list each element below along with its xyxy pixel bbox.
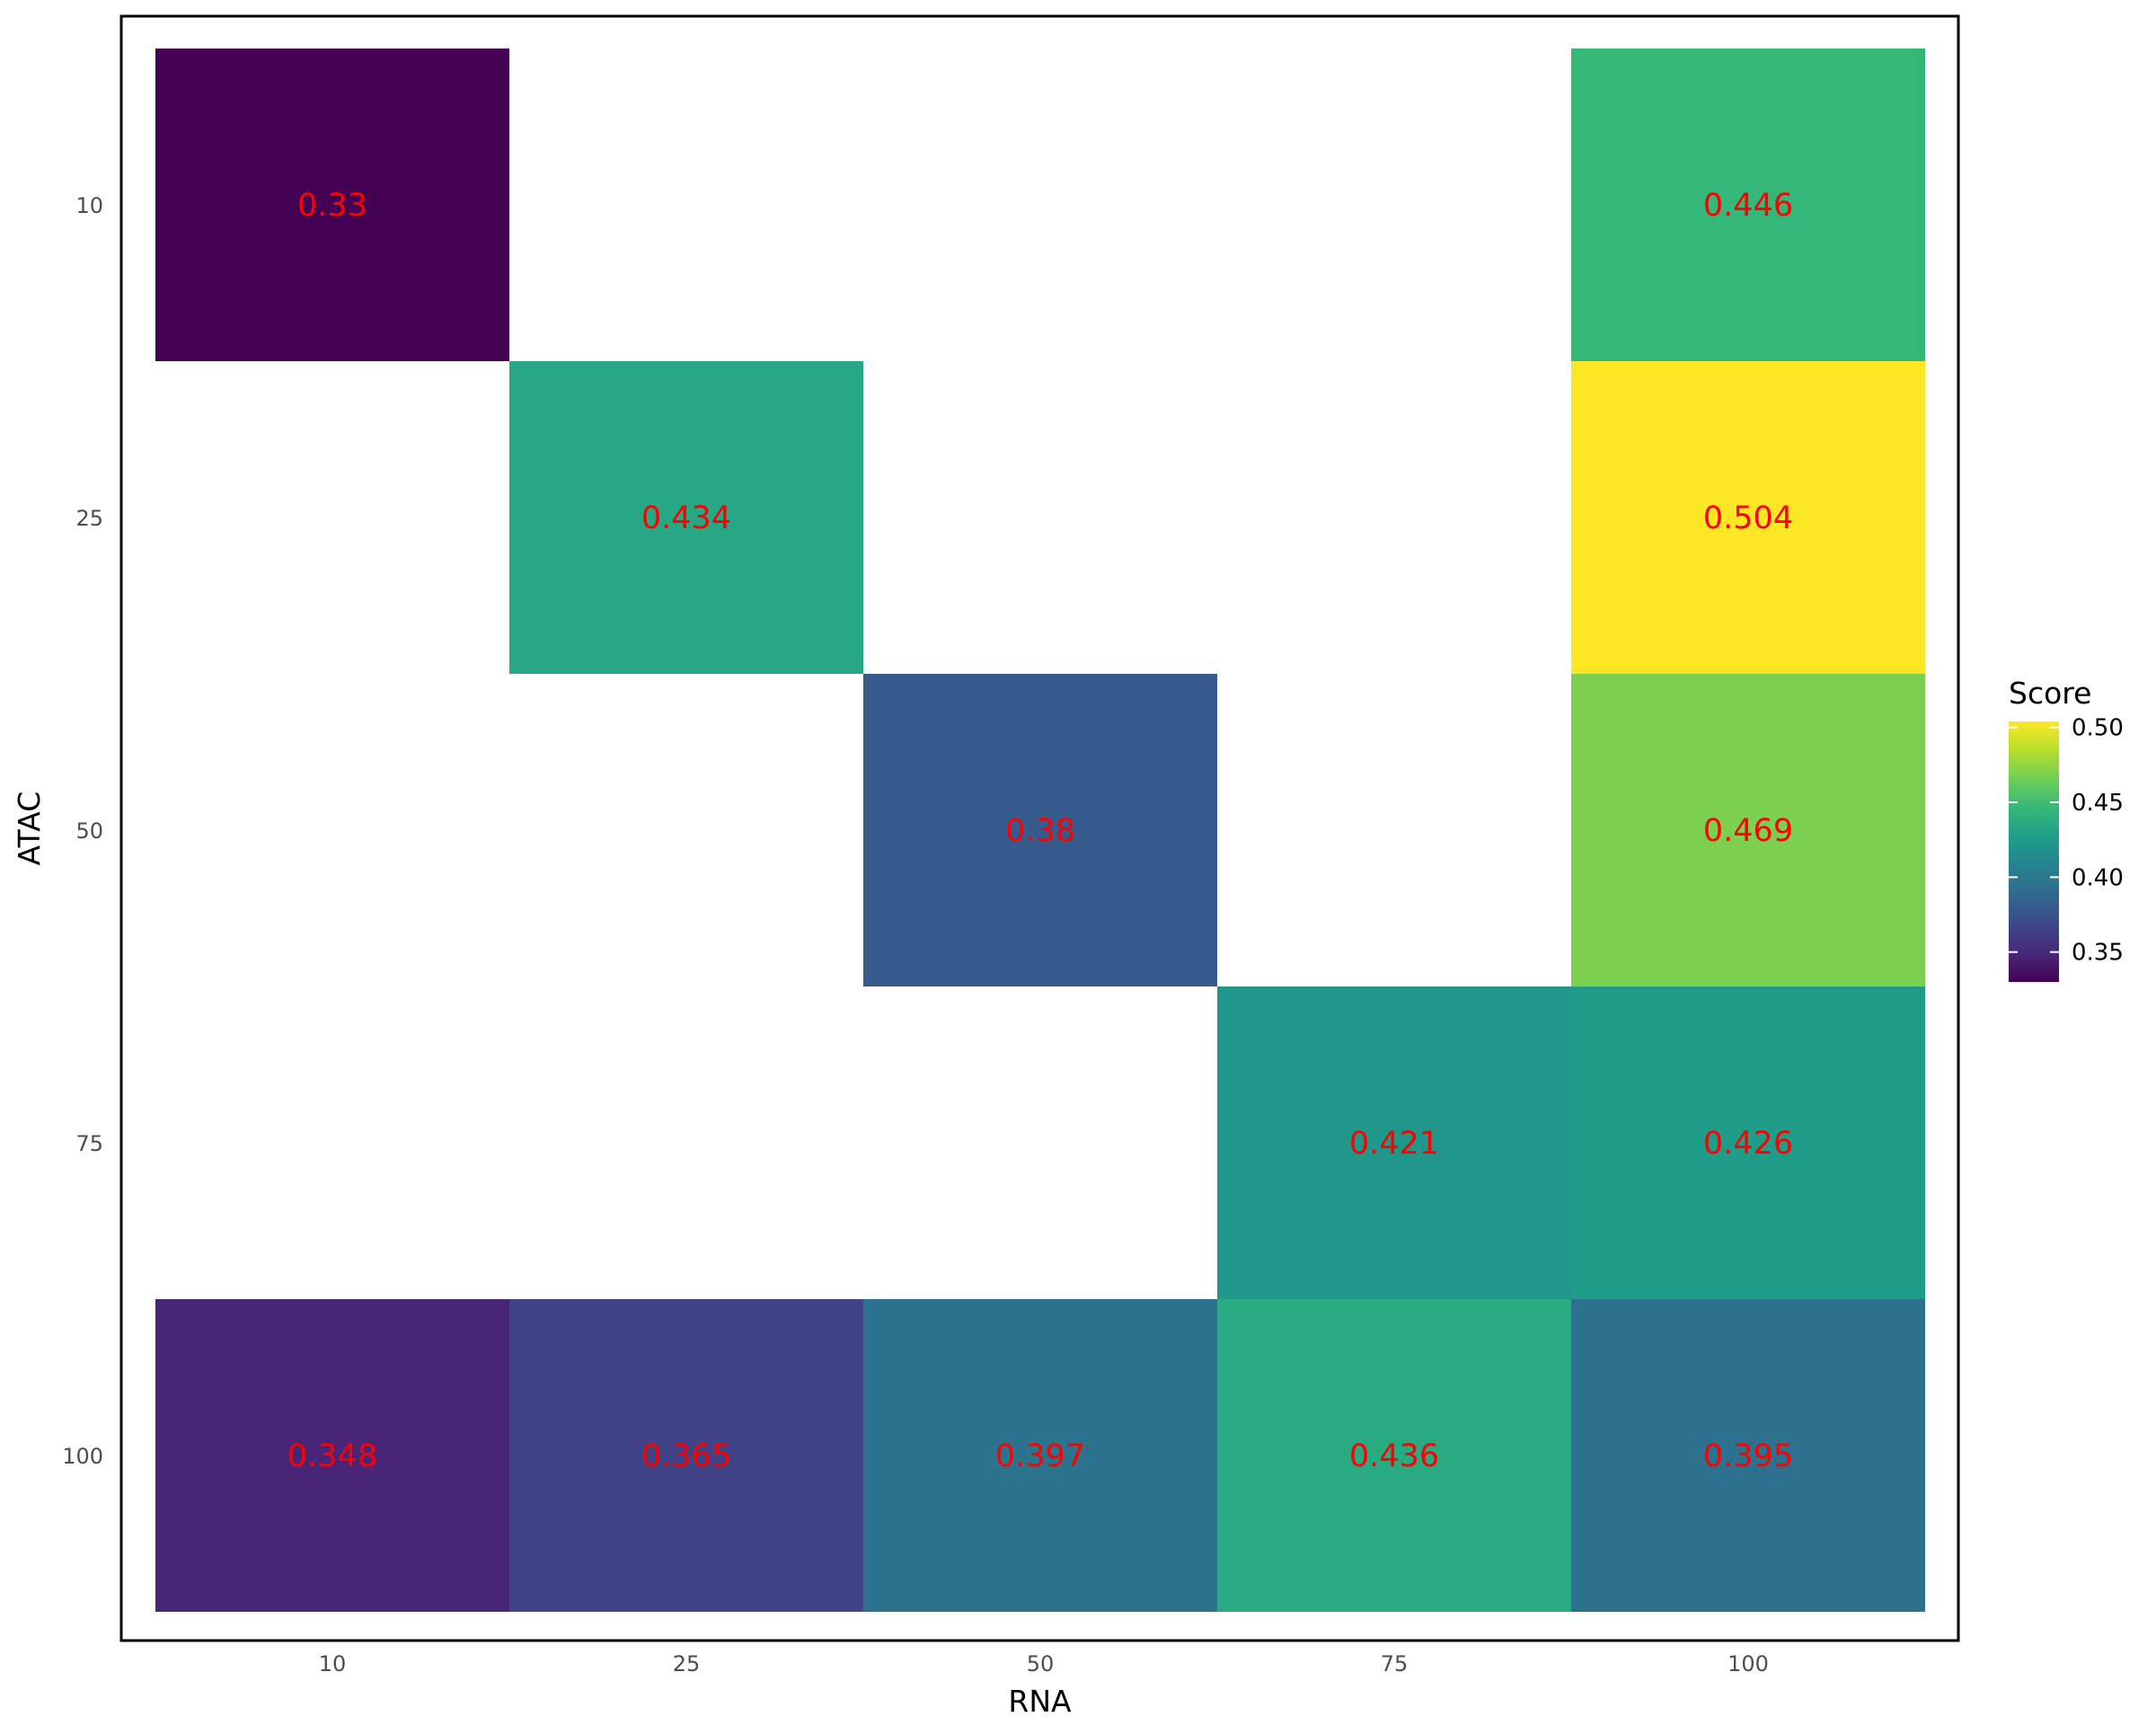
y-tick-label: 25 [75,506,103,531]
heatmap-cell [1571,361,1925,674]
heatmap-cell [155,49,509,361]
cell-value-label: 0.504 [1703,500,1793,536]
heatmap-cell [1571,49,1925,361]
legend-title: Score [2009,676,2091,711]
cell-value-label: 0.434 [641,500,731,536]
legend-tick-label: 0.35 [2072,940,2124,967]
x-axis-title: RNA [1008,1684,1072,1719]
x-tick-label: 25 [673,1651,701,1676]
heatmap-cells: 0.33 0.446 0.434 0.504 0.38 0.469 0.421 0.426 0.… [155,49,1925,1612]
heatmap-cell [1571,1299,1925,1612]
legend-ticks: 0.35 0.40 0.45 0.50 [2009,715,2124,967]
cell-value-label: 0.33 [297,188,367,224]
x-tick-label: 50 [1027,1651,1055,1676]
legend-tick-label: 0.40 [2072,864,2124,891]
cell-value-label: 0.436 [1349,1438,1439,1474]
x-tick-label: 100 [1727,1651,1769,1676]
heatmap-cell [1571,986,1925,1299]
y-axis-ticks: 10 25 50 75 100 [62,193,103,1469]
cell-value-label: 0.348 [287,1438,377,1474]
x-axis-ticks: 10 25 50 75 100 [319,1651,1769,1676]
x-tick-label: 10 [319,1651,347,1676]
heatmap-cell [1571,674,1925,986]
legend-tick-label: 0.45 [2072,790,2124,817]
cell-value-label: 0.38 [1005,813,1075,849]
legend-colorbar [2009,721,2059,982]
panel-border [119,14,1960,1642]
cell-value-label: 0.426 [1703,1126,1793,1162]
cell-value-label: 0.446 [1703,188,1793,224]
heatmap-cell [863,1299,1217,1612]
cell-value-label: 0.397 [995,1438,1085,1474]
cell-value-label: 0.395 [1703,1438,1793,1474]
y-tick-label: 75 [75,1131,103,1156]
y-tick-label: 10 [75,193,103,218]
heatmap-cell [155,1299,509,1612]
cell-value-label: 0.469 [1703,813,1793,849]
heatmap-cell [863,674,1217,986]
heatmap-cell [509,1299,863,1612]
color-legend: Score 0.35 0.40 0.45 0.50 [2009,676,2124,982]
cell-value-label: 0.365 [641,1438,731,1474]
legend-tick-label: 0.50 [2072,715,2124,742]
cell-value-label: 0.421 [1349,1126,1439,1162]
y-tick-label: 50 [75,818,103,844]
heatmap-cell [1217,986,1571,1299]
heatmap-cell [1217,1299,1571,1612]
heatmap-cell [509,361,863,674]
y-axis-title: ATAC [12,792,47,866]
x-tick-label: 75 [1381,1651,1409,1676]
y-tick-label: 100 [62,1444,103,1469]
